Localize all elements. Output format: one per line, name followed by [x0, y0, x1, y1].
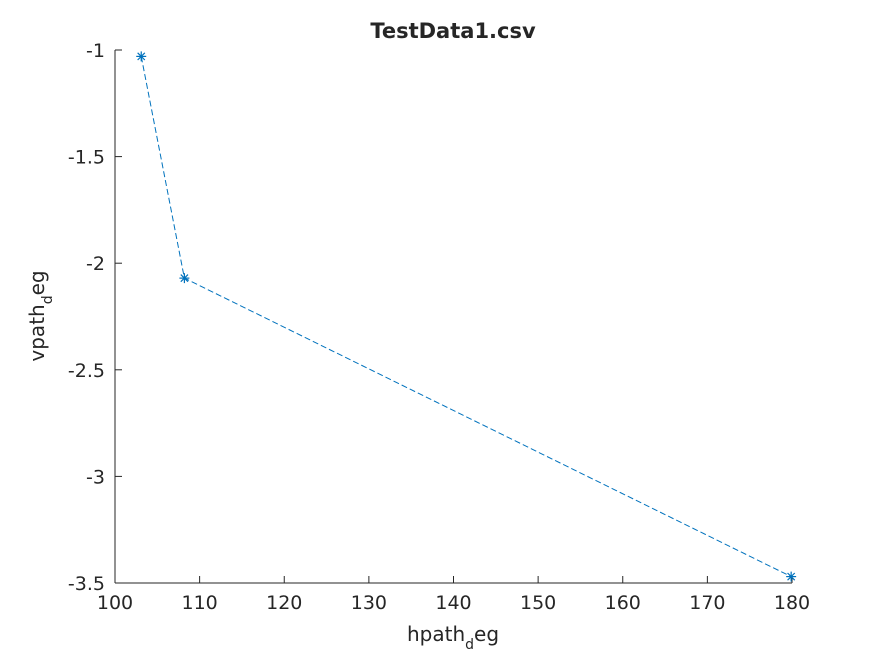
x-axis-label-tail: eg [474, 622, 499, 646]
x-tick-label: 170 [689, 592, 725, 614]
y-tick-label: -3 [86, 466, 105, 488]
x-tick-label: 120 [266, 592, 302, 614]
y-tick-label: -2 [86, 253, 105, 275]
series-layer [136, 51, 797, 582]
y-axis-label-main: vpath [25, 304, 49, 361]
x-axis-label-main: hpath [407, 622, 465, 646]
y-axis-label-subscript: d [40, 295, 56, 304]
x-tick-label: 150 [520, 592, 556, 614]
y-tick-label: -2.5 [68, 360, 105, 382]
x-tick-label: 140 [435, 592, 471, 614]
x-tick-label: 100 [97, 592, 133, 614]
axes [114, 50, 792, 584]
y-tick-label: -1 [86, 40, 105, 62]
y-tick-label: -1.5 [68, 147, 105, 169]
data-point-marker [786, 571, 797, 582]
data-point-marker [136, 51, 147, 62]
chart-title: TestData1.csv [370, 19, 536, 43]
x-tick-label: 160 [605, 592, 641, 614]
x-axis-label: hpathdeg [407, 622, 499, 653]
y-axis-ticks: -1 -1.5 -2 -2.5 -3 -3.5 [68, 40, 122, 595]
x-axis-ticks: 100 110 120 130 140 150 160 170 180 [97, 576, 810, 614]
y-tick-label: -3.5 [68, 573, 105, 595]
y-axis-label-tail: eg [25, 270, 49, 295]
data-point-marker [179, 273, 190, 284]
x-axis-label-subscript: d [465, 637, 474, 653]
x-tick-label: 180 [774, 592, 810, 614]
x-tick-label: 110 [181, 592, 217, 614]
series-line [140, 56, 792, 578]
x-tick-label: 130 [351, 592, 387, 614]
y-axis-label: vpathdeg [25, 270, 56, 361]
